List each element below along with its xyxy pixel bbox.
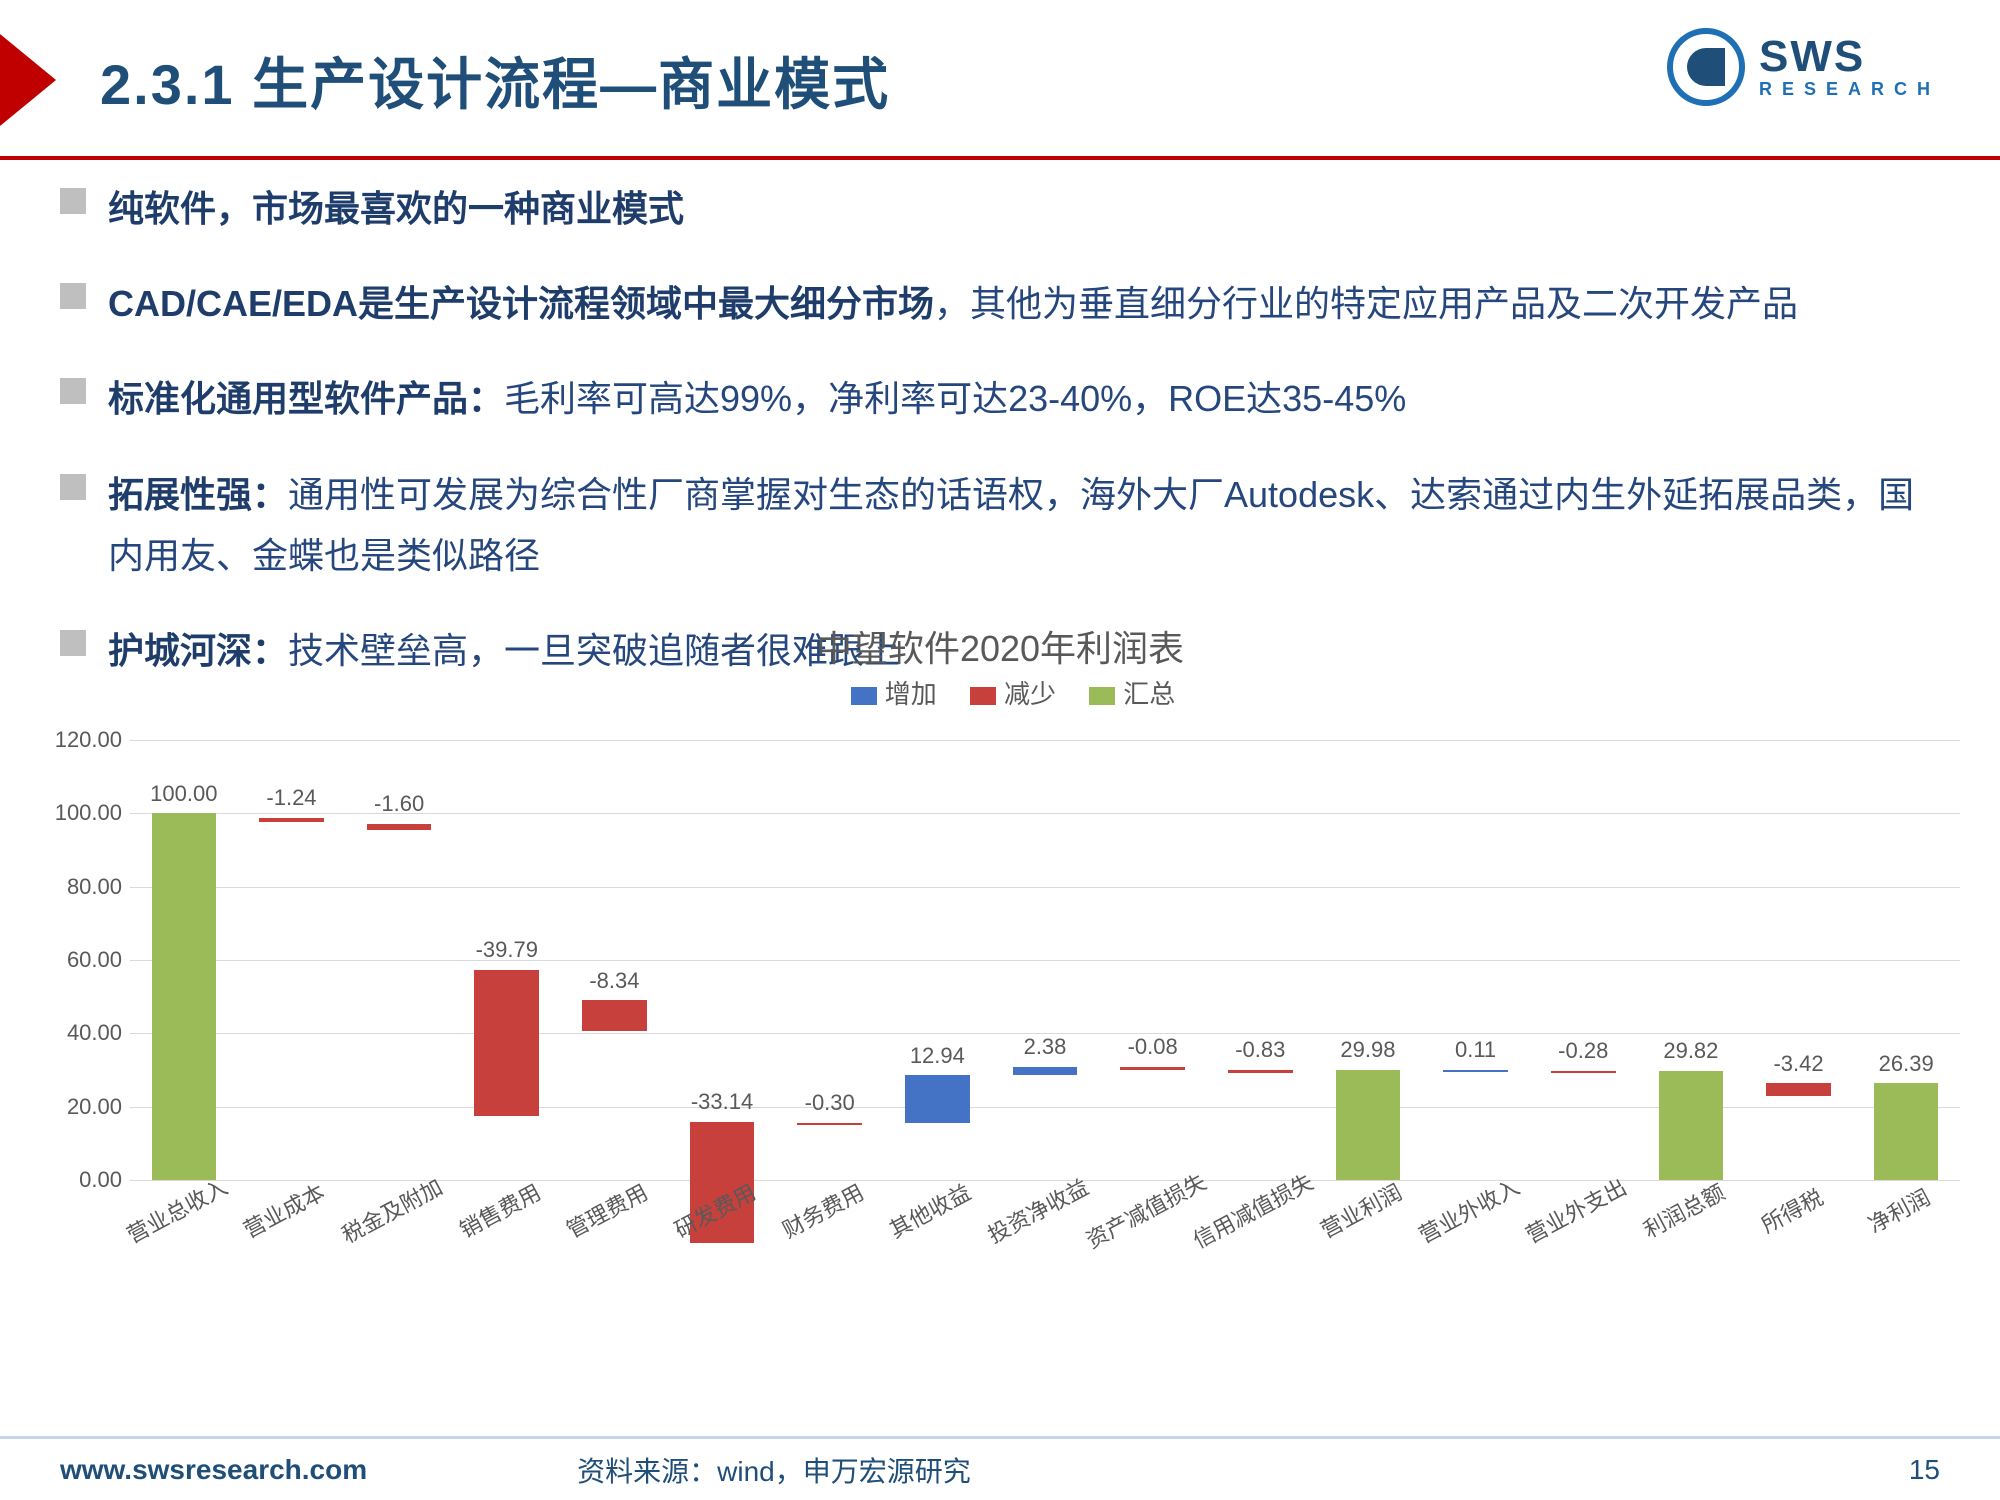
- legend-label-total: 汇总: [1123, 679, 1175, 709]
- chart-bar: [1659, 1071, 1724, 1180]
- chart-column: 29.82: [1637, 740, 1745, 1180]
- logo-text-sub: RESEARCH: [1759, 79, 1940, 100]
- chart-bar: [1120, 1067, 1185, 1070]
- chart-column: -0.30: [776, 740, 884, 1180]
- chart-legend: 增加 减少 汇总: [0, 674, 2000, 711]
- logo-mark-icon: [1667, 28, 1745, 106]
- chart-bar: [1336, 1070, 1401, 1180]
- bullet-text: 纯软件，市场最喜欢的一种商业模式: [108, 178, 684, 239]
- chart-y-tick-label: 20.00: [67, 1094, 122, 1120]
- footer-page-number: 15: [1909, 1454, 1940, 1486]
- chart-column: -3.42: [1745, 740, 1853, 1180]
- chart-y-tick-label: 80.00: [67, 874, 122, 900]
- bullet-text: CAD/CAE/EDA是生产设计流程领域中最大细分市场，其他为垂直细分行业的特定…: [108, 273, 1798, 334]
- chart-bar: [1013, 1067, 1078, 1076]
- bullet-item: 标准化通用型软件产品：毛利率可高达99%，净利率可达23-40%，ROE达35-…: [60, 368, 1940, 429]
- chart-column: -0.83: [1206, 740, 1314, 1180]
- chart-x-tick-label: 营业总收入: [120, 1170, 232, 1250]
- chart-bar: [1228, 1070, 1293, 1073]
- slide-title: 2.3.1 生产设计流程—商业模式: [100, 40, 890, 121]
- legend-label-decrease: 减少: [1004, 679, 1056, 709]
- chart-y-tick-label: 40.00: [67, 1020, 122, 1046]
- chart-x-tick-label: 利润总额: [1637, 1175, 1730, 1245]
- bullet-marker-icon: [60, 378, 86, 404]
- chart-column: 2.38: [991, 740, 1099, 1180]
- chart-x-tick-label: 其他收益: [883, 1175, 976, 1245]
- chart-x-axis: 营业总收入营业成本税金及附加销售费用管理费用研发费用财务费用其他收益投资净收益资…: [130, 1180, 1960, 1280]
- chart-y-tick-label: 120.00: [55, 727, 122, 753]
- chart-x-tick-label: 销售费用: [453, 1175, 546, 1245]
- slide-header: 2.3.1 生产设计流程—商业模式 SWS RESEARCH: [0, 0, 2000, 160]
- chart-title: 中望软件2020年利润表: [0, 620, 2000, 672]
- chart-bar: [259, 818, 324, 823]
- chart-x-tick-label: 管理费用: [561, 1175, 654, 1245]
- bullet-item: 拓展性强：通用性可发展为综合性厂商掌握对生态的话语权，海外大厂Autodesk、…: [60, 464, 1940, 586]
- footer-url: www.swsresearch.com: [60, 1454, 367, 1486]
- chart-bar: [367, 824, 432, 830]
- waterfall-chart: 0.0020.0040.0060.0080.00100.00120.00 100…: [60, 720, 1960, 1280]
- chart-column: -0.08: [1099, 740, 1207, 1180]
- slide-footer: www.swsresearch.com 资料来源：wind，申万宏源研究 15: [0, 1436, 2000, 1500]
- bullet-text: 拓展性强：通用性可发展为综合性厂商掌握对生态的话语权，海外大厂Autodesk、…: [108, 464, 1940, 586]
- chart-x-tick-label: 投资净收益: [981, 1170, 1093, 1250]
- chart-bar: [1766, 1083, 1831, 1096]
- bullet-item: CAD/CAE/EDA是生产设计流程领域中最大细分市场，其他为垂直细分行业的特定…: [60, 273, 1940, 334]
- legend-swatch-increase: [851, 687, 877, 705]
- bullet-marker-icon: [60, 283, 86, 309]
- logo-text-main: SWS: [1759, 35, 1940, 79]
- chart-x-tick-label: 研发费用: [668, 1175, 761, 1245]
- chart-x-tick-label: 财务费用: [776, 1175, 869, 1245]
- chart-bar: [1874, 1083, 1939, 1180]
- chart-bar: [905, 1075, 970, 1122]
- chart-bar: [1443, 1070, 1508, 1073]
- chart-plot-area: 100.00-1.24-1.60-39.79-8.34-33.14-0.3012…: [130, 740, 1960, 1180]
- legend-swatch-total: [1089, 687, 1115, 705]
- chart-x-tick-label: 营业外支出: [1520, 1170, 1632, 1250]
- chart-column: 12.94: [884, 740, 992, 1180]
- chart-column: -39.79: [453, 740, 561, 1180]
- chart-x-tick-label: 所得税: [1754, 1180, 1827, 1239]
- chart-bar: [152, 813, 217, 1180]
- bullet-marker-icon: [60, 474, 86, 500]
- logo: SWS RESEARCH: [1667, 28, 1940, 106]
- legend-label-increase: 增加: [885, 679, 937, 709]
- chart-bar: [797, 1123, 862, 1126]
- chart-x-tick-label: 税金及附加: [336, 1170, 448, 1250]
- chart-bar: [582, 1000, 647, 1031]
- chart-x-tick-label: 营业成本: [238, 1175, 331, 1245]
- bullet-item: 纯软件，市场最喜欢的一种商业模式: [60, 178, 1940, 239]
- bullet-marker-icon: [60, 188, 86, 214]
- chart-column: 0.11: [1422, 740, 1530, 1180]
- chart-column: -0.28: [1529, 740, 1637, 1180]
- chart-x-tick-label: 净利润: [1862, 1180, 1935, 1239]
- bullet-text: 标准化通用型软件产品：毛利率可高达99%，净利率可达23-40%，ROE达35-…: [108, 368, 1406, 429]
- legend-swatch-decrease: [970, 687, 996, 705]
- chart-y-tick-label: 0.00: [79, 1167, 122, 1193]
- chart-data-label: 26.39: [1820, 1051, 1992, 1077]
- footer-source: 资料来源：wind，申万宏源研究: [577, 1450, 971, 1490]
- chart-x-tick-label: 营业利润: [1314, 1175, 1407, 1245]
- chart-y-tick-label: 60.00: [67, 947, 122, 973]
- chart-column: 26.39: [1852, 740, 1960, 1180]
- chart-column: 29.98: [1314, 740, 1422, 1180]
- header-red-tab: [0, 34, 56, 126]
- chart-x-tick-label: 营业外收入: [1412, 1170, 1524, 1250]
- chart-bar: [1551, 1071, 1616, 1074]
